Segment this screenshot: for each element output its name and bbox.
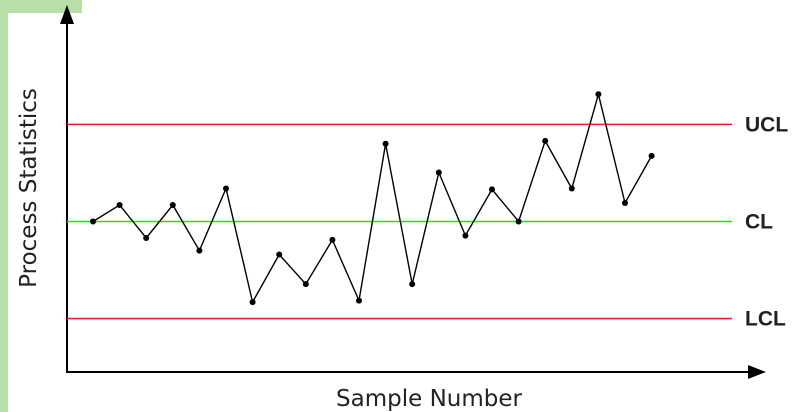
data-point <box>329 236 336 243</box>
data-point <box>276 251 283 258</box>
data-point <box>409 281 416 288</box>
data-point <box>648 152 655 159</box>
y-axis-label: Process Statistics <box>16 88 42 288</box>
data-point <box>515 218 522 225</box>
data-point <box>622 200 628 206</box>
data-point <box>196 247 203 254</box>
data-point <box>489 186 495 193</box>
data-point <box>382 140 389 147</box>
data-point <box>223 185 229 192</box>
top-left-accent-patch <box>0 0 82 13</box>
data-point <box>542 137 549 144</box>
data-point <box>143 235 150 241</box>
reference-lines: UCL CL LCL <box>67 113 788 331</box>
lcl-label: LCL <box>745 308 786 331</box>
x-axis-label: Sample Number <box>336 386 522 412</box>
left-accent-bar <box>0 0 8 412</box>
axes <box>60 5 766 379</box>
y-axis-arrow <box>60 5 74 24</box>
cl-label: CL <box>745 210 773 233</box>
x-axis-arrow <box>748 365 766 379</box>
data-point <box>462 232 469 239</box>
data-point <box>435 169 442 176</box>
data-point <box>302 281 309 288</box>
data-point <box>116 202 123 208</box>
data-point <box>568 185 575 192</box>
data-point <box>249 299 256 306</box>
data-point <box>356 297 362 304</box>
data-point <box>169 202 176 208</box>
data-point <box>90 218 96 225</box>
ucl-label: UCL <box>745 113 788 136</box>
series-line <box>92 91 653 305</box>
data-point <box>595 91 602 98</box>
series-layer <box>90 91 655 306</box>
